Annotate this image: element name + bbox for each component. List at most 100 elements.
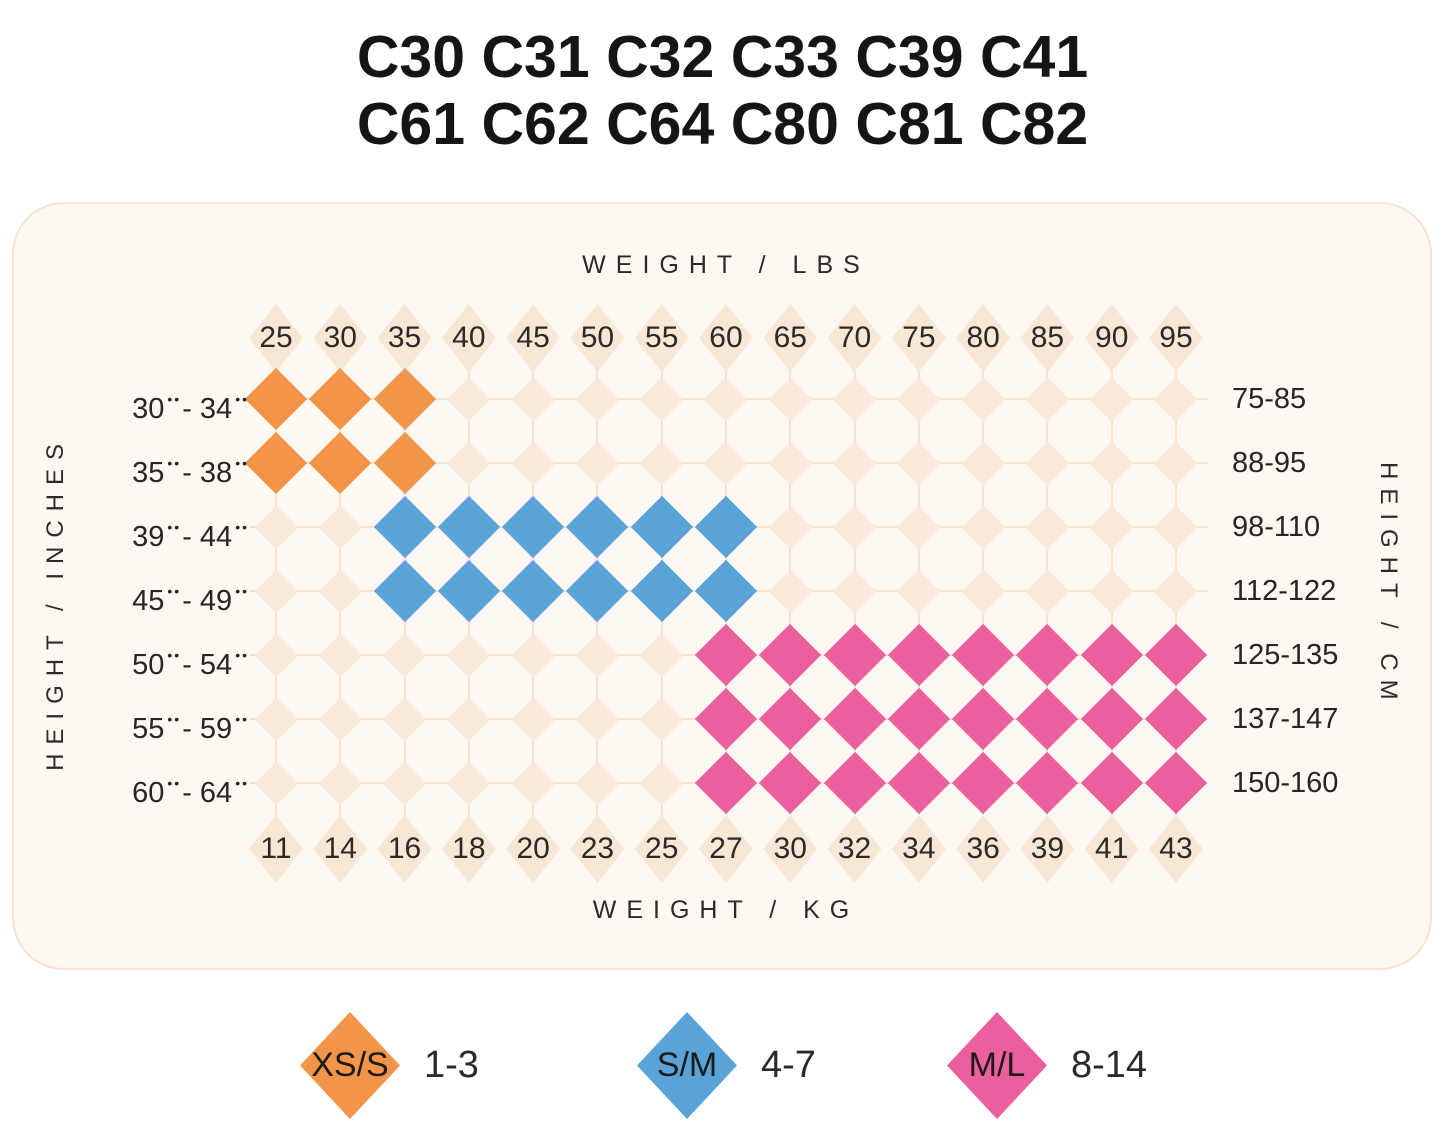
empty-cell bbox=[575, 697, 620, 741]
size-cell-sm bbox=[630, 559, 693, 623]
weight-lbs-tick: 35 bbox=[377, 304, 432, 372]
empty-cell bbox=[832, 377, 877, 421]
weight-lbs-tick: 85 bbox=[1020, 304, 1075, 372]
inch-mark: •• bbox=[235, 583, 249, 599]
height-cm-axis-label: HEIGHT / CM bbox=[1375, 462, 1402, 709]
weight-kg-tick: 14 bbox=[313, 815, 368, 883]
weight-kg-tick: 41 bbox=[1084, 815, 1139, 883]
size-cell-ml bbox=[823, 623, 886, 687]
height-cm-row-label: 112-122 bbox=[1232, 575, 1337, 607]
weight-lbs-tick: 90 bbox=[1084, 304, 1139, 372]
empty-cell bbox=[639, 377, 684, 421]
size-cell-sm bbox=[437, 495, 500, 559]
weight-lbs-tick-label: 75 bbox=[902, 321, 936, 354]
empty-cell bbox=[575, 761, 620, 805]
empty-cell bbox=[1025, 505, 1070, 549]
height-cm-row-label: 125-135 bbox=[1232, 639, 1339, 671]
legend-item-xss: XS/S 1-3 bbox=[300, 1012, 479, 1119]
size-cell-ml bbox=[952, 751, 1015, 815]
height-inches-row-label: 35 ••- 38 •• bbox=[132, 455, 249, 489]
empty-cell bbox=[832, 569, 877, 613]
weight-kg-tick: 36 bbox=[956, 815, 1011, 883]
empty-cell bbox=[896, 505, 941, 549]
empty-cell bbox=[575, 441, 620, 485]
size-cell-ml bbox=[823, 751, 886, 815]
empty-cell bbox=[768, 441, 813, 485]
empty-cell bbox=[575, 377, 620, 421]
weight-kg-tick: 32 bbox=[827, 815, 882, 883]
size-cell-sm bbox=[373, 495, 436, 559]
inch-mark: •• bbox=[235, 391, 249, 407]
empty-cell bbox=[961, 441, 1006, 485]
weight-kg-tick: 20 bbox=[506, 815, 561, 883]
inch-mark: •• bbox=[167, 455, 182, 471]
size-cell-ml bbox=[1080, 623, 1143, 687]
empty-cell bbox=[1089, 441, 1134, 485]
legend-size-label: XS/S bbox=[311, 1046, 389, 1084]
size-cell-sm bbox=[566, 559, 629, 623]
size-cell-sm bbox=[694, 559, 758, 623]
empty-cell bbox=[1025, 377, 1070, 421]
weight-lbs-tick-label: 90 bbox=[1095, 321, 1129, 354]
empty-cell bbox=[318, 569, 363, 613]
inch-mark: •• bbox=[167, 391, 182, 407]
weight-kg-tick: 43 bbox=[1148, 815, 1203, 883]
legend-range-label: 1-3 bbox=[424, 1044, 479, 1086]
weight-lbs-axis-label: WEIGHT / LBS bbox=[582, 251, 870, 279]
weight-lbs-tick: 60 bbox=[698, 304, 753, 372]
empty-cell bbox=[1154, 377, 1198, 421]
size-cell-ml bbox=[759, 623, 822, 687]
empty-cell bbox=[318, 697, 363, 741]
weight-lbs-tick-label: 80 bbox=[966, 321, 1000, 354]
inch-mark: •• bbox=[167, 647, 182, 663]
empty-cell bbox=[254, 697, 298, 741]
empty-cell bbox=[961, 505, 1006, 549]
empty-cell bbox=[639, 697, 684, 741]
weight-kg-tick-label: 20 bbox=[516, 832, 550, 865]
size-cell-ml bbox=[694, 751, 758, 815]
weight-lbs-tick: 25 bbox=[249, 304, 303, 372]
inch-mark: •• bbox=[235, 519, 249, 535]
weight-kg-tick: 16 bbox=[377, 815, 432, 883]
weight-kg-tick: 34 bbox=[891, 815, 946, 883]
weight-kg-tick-label: 18 bbox=[452, 832, 486, 865]
size-cell-xss bbox=[309, 367, 372, 431]
weight-kg-tick-label: 16 bbox=[387, 832, 422, 865]
weight-kg-tick-label: 23 bbox=[580, 832, 615, 865]
weight-kg-tick-label: 14 bbox=[323, 832, 357, 865]
empty-cell bbox=[1154, 505, 1198, 549]
size-cell-xss bbox=[244, 367, 308, 431]
size-cell-ml bbox=[1080, 687, 1143, 751]
weight-lbs-tick: 50 bbox=[570, 304, 625, 372]
size-cell-ml bbox=[1016, 751, 1079, 815]
empty-cell bbox=[382, 761, 427, 805]
empty-cell bbox=[1025, 441, 1070, 485]
legend-item-ml: M/L 8-14 bbox=[947, 1012, 1147, 1119]
weight-kg-tick-label: 36 bbox=[966, 832, 1000, 865]
empty-cell bbox=[1089, 377, 1134, 421]
weight-lbs-tick-label: 85 bbox=[1030, 321, 1065, 354]
weight-lbs-tick: 80 bbox=[956, 304, 1011, 372]
weight-kg-tick: 18 bbox=[441, 815, 496, 883]
weight-lbs-tick-label: 50 bbox=[580, 321, 615, 354]
empty-cell bbox=[704, 441, 748, 485]
weight-kg-tick-label: 43 bbox=[1159, 832, 1193, 865]
size-cell-ml bbox=[1016, 687, 1079, 751]
weight-kg-tick: 11 bbox=[249, 815, 303, 883]
empty-cell bbox=[382, 697, 427, 741]
inch-mark: •• bbox=[167, 583, 182, 599]
weight-kg-tick-label: 25 bbox=[645, 832, 679, 865]
empty-cell bbox=[511, 441, 556, 485]
weight-kg-tick-label: 11 bbox=[260, 832, 292, 865]
weight-lbs-tick: 65 bbox=[763, 304, 818, 372]
weight-lbs-tick: 45 bbox=[506, 304, 561, 372]
weight-lbs-tick-label: 95 bbox=[1159, 321, 1193, 354]
weight-lbs-tick: 40 bbox=[441, 304, 496, 372]
size-cell-ml bbox=[759, 687, 822, 751]
size-cell-sm bbox=[502, 559, 565, 623]
weight-kg-tick-label: 34 bbox=[902, 832, 936, 865]
inch-mark: •• bbox=[167, 775, 182, 791]
weight-lbs-tick: 55 bbox=[634, 304, 689, 372]
empty-cell bbox=[896, 569, 941, 613]
